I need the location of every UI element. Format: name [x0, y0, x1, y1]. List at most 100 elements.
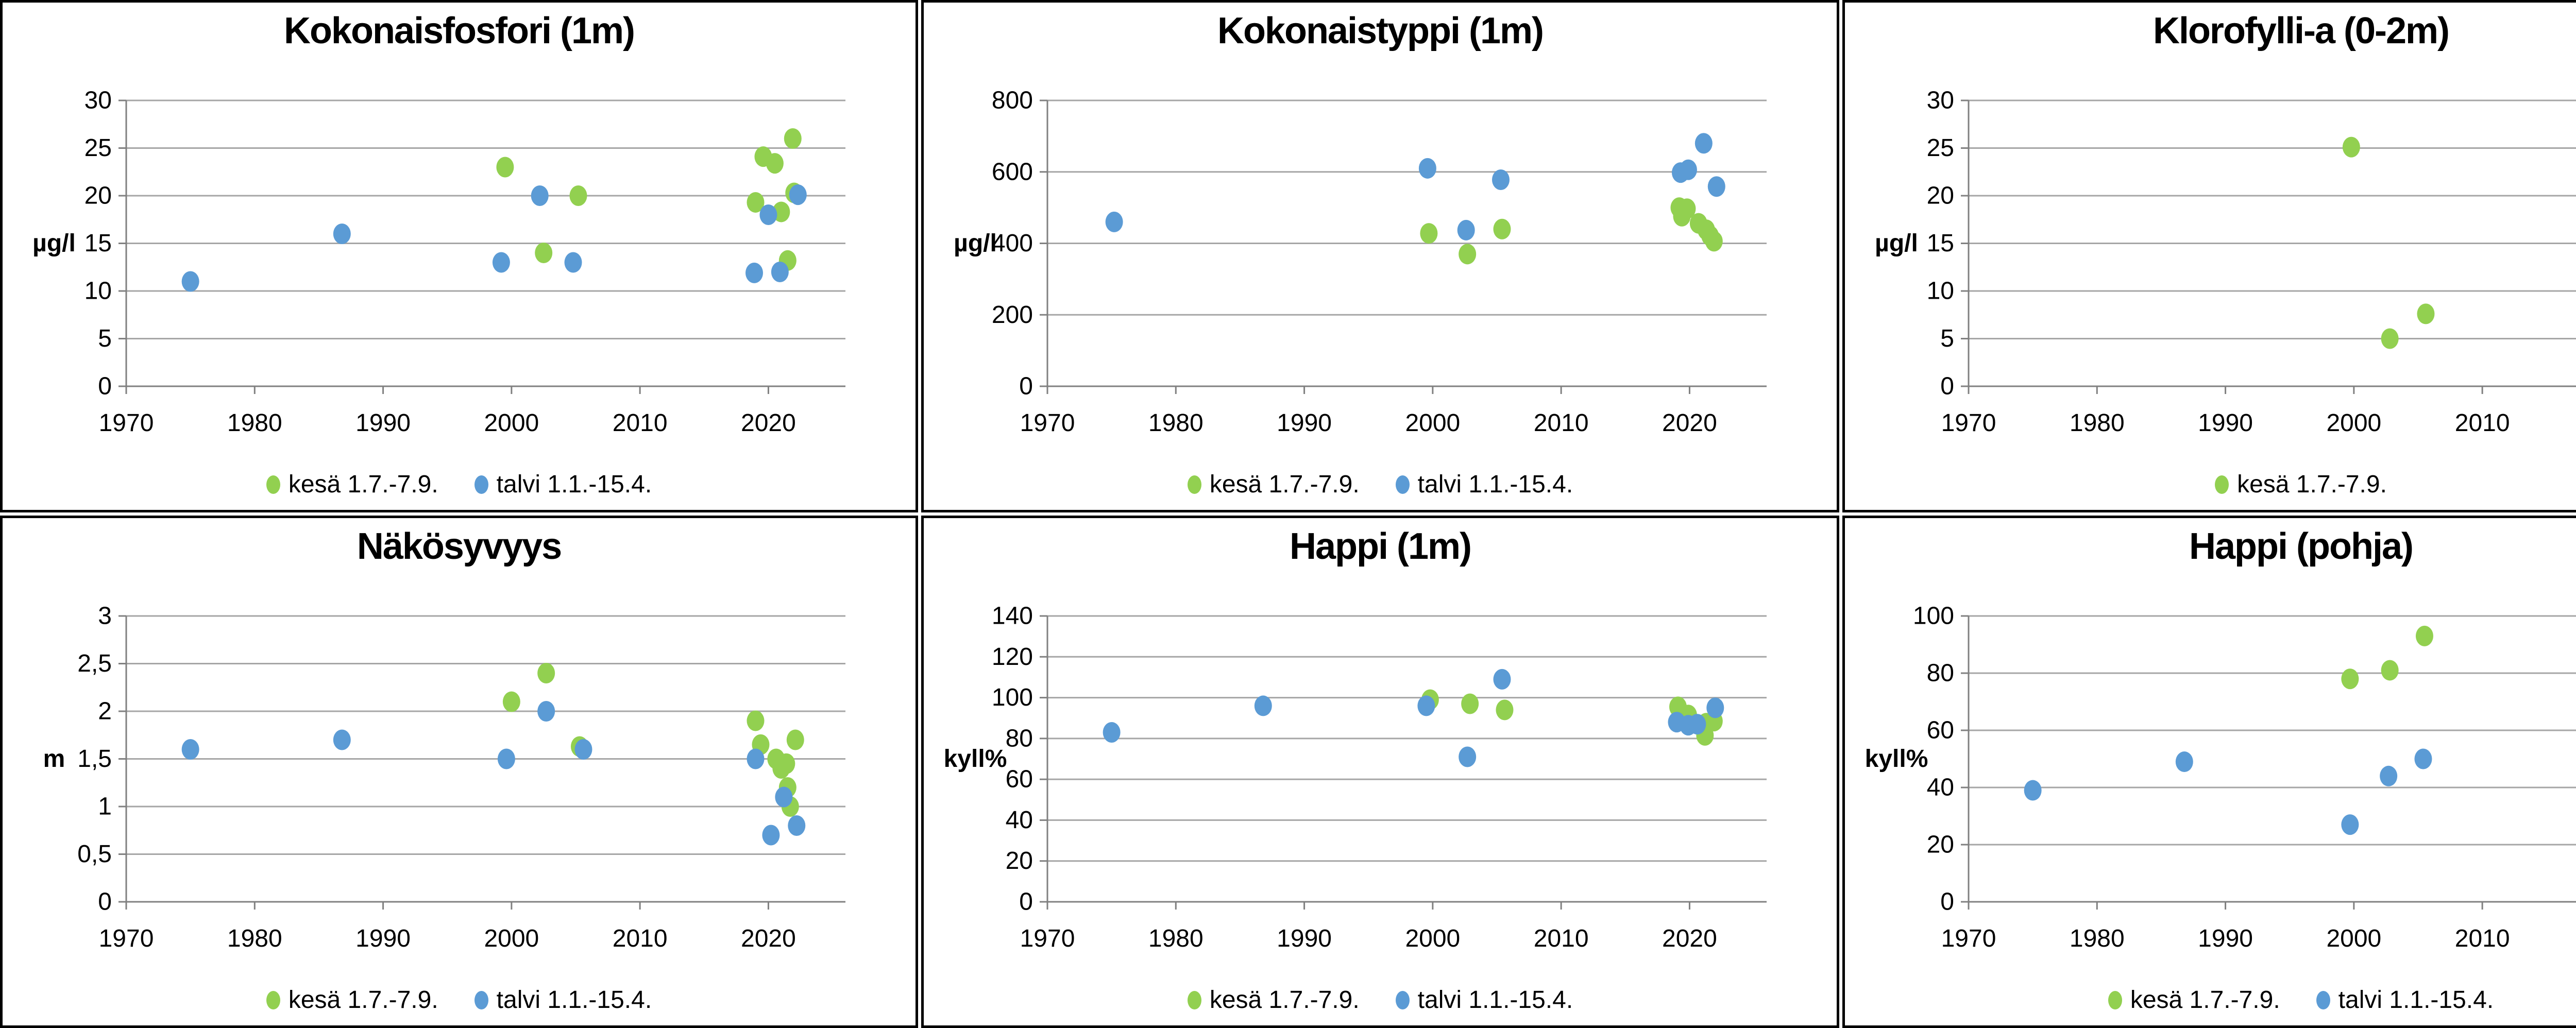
legend-item-talvi: talvi 1.1.-15.4. [1395, 986, 1573, 1014]
y-axis-unit-label: µg/l [32, 230, 76, 257]
data-point-talvi [537, 701, 555, 722]
x-tick-label: 2020 [1662, 409, 1717, 437]
data-point-talvi [1254, 695, 1272, 716]
y-tick-label: 10 [84, 278, 112, 305]
y-tick-label: 20 [84, 182, 112, 210]
y-tick-label: 2,5 [77, 650, 112, 677]
legend-marker-kesa-icon [1187, 990, 1201, 1009]
y-tick-label: 20 [1927, 182, 1954, 210]
legend-item-talvi: talvi 1.1.-15.4. [2316, 986, 2494, 1014]
x-tick-label: 2020 [741, 925, 796, 952]
legend-marker-kesa-icon [266, 475, 280, 494]
legend-marker-talvi-icon [474, 990, 488, 1009]
y-tick-label: 5 [1940, 325, 1954, 352]
data-point-talvi [2024, 780, 2042, 801]
data-point-talvi [1418, 158, 1436, 179]
data-point-kesa [1420, 223, 1438, 244]
data-point-talvi [759, 204, 777, 225]
legend-item-kesa: kesä 1.7.-7.9. [266, 986, 438, 1014]
y-tick-label: 60 [1927, 717, 1954, 744]
data-point-talvi [531, 185, 549, 206]
data-point-talvi [771, 262, 789, 282]
y-tick-label: 140 [992, 603, 1033, 630]
y-tick-label: 0 [1940, 373, 1954, 400]
x-tick-label: 1970 [1020, 925, 1075, 952]
x-tick-label: 2000 [484, 409, 539, 437]
x-tick-label: 1990 [1277, 925, 1332, 952]
chart-plot: 0 200 400 600 800 1970 1980 1990 2000 2010 2020 µg/… [954, 87, 1767, 437]
x-tick-label: 1980 [1148, 925, 1204, 952]
chart-panel-happi-1m: 0 20 40 60 80 100 120 140 1970 1980 1990 2000 2010 20… [921, 516, 1839, 1028]
chart-title: Klorofylli-a (0-2m) [2153, 10, 2450, 52]
legend-marker-talvi-icon [2316, 990, 2330, 1009]
data-point-kesa [786, 729, 804, 750]
data-point-talvi [1417, 695, 1435, 716]
legend-item-kesa: kesä 1.7.-7.9. [1187, 470, 1360, 499]
x-tick-label: 1990 [2198, 925, 2253, 952]
chart-panel-kokonaistyppi: 0 200 400 600 800 1970 1980 1990 2000 2010 2020 µg/… [921, 0, 1839, 512]
x-tick-label: 2020 [1662, 925, 1717, 952]
y-tick-label: 0 [1019, 888, 1033, 916]
x-tick-label: 1980 [2070, 925, 2125, 952]
y-tick-label: 0,5 [77, 841, 112, 868]
data-point-kesa [747, 710, 765, 731]
y-tick-label: 0 [1019, 373, 1033, 400]
y-tick-label: 1,5 [77, 745, 112, 773]
y-tick-label: 0 [1940, 888, 1954, 916]
data-point-talvi [1707, 176, 1725, 197]
data-point-talvi [1459, 746, 1477, 767]
x-tick-label: 2010 [1534, 925, 1589, 952]
x-tick-label: 1990 [355, 409, 411, 437]
chart-legend: kesä 1.7.-7.9. [1845, 470, 2576, 499]
x-tick-label: 2010 [2455, 925, 2510, 952]
chart-legend: kesä 1.7.-7.9. talvi 1.1.-15.4. [3, 470, 916, 499]
x-tick-label: 1990 [355, 925, 411, 952]
legend-label: kesä 1.7.-7.9. [288, 986, 438, 1014]
chart-panel-happi-pohja: 020406080100197019801990200020102020kyll… [1842, 516, 2576, 1028]
legend-label: kesä 1.7.-7.9. [2130, 986, 2280, 1014]
x-tick-label: 1990 [1277, 409, 1332, 437]
legend-label: talvi 1.1.-15.4. [496, 986, 652, 1014]
data-point-talvi [745, 262, 764, 283]
legend-item-kesa: kesä 1.7.-7.9. [266, 470, 438, 499]
data-point-kesa [496, 157, 514, 178]
y-tick-label: 80 [1927, 660, 1954, 687]
data-point-talvi [333, 224, 351, 244]
x-tick-label: 1980 [2070, 409, 2125, 437]
x-tick-label: 2000 [1405, 925, 1460, 952]
y-tick-label: 400 [992, 230, 1033, 257]
legend-label: talvi 1.1.-15.4. [1417, 471, 1573, 498]
legend-marker-talvi-icon [1395, 475, 1410, 494]
y-tick-label: 15 [1927, 230, 1954, 257]
data-point-kesa [2381, 660, 2399, 681]
chart-legend: kesä 1.7.-7.9. talvi 1.1.-15.4. [924, 986, 1837, 1014]
legend-label: talvi 1.1.-15.4. [1417, 986, 1573, 1014]
data-point-kesa [766, 153, 784, 174]
y-tick-label: 80 [1006, 725, 1033, 752]
y-tick-label: 3 [98, 603, 112, 630]
data-point-kesa [784, 128, 802, 149]
data-point-talvi [574, 739, 592, 760]
data-point-kesa [1496, 699, 1514, 721]
data-point-kesa [2381, 328, 2399, 349]
legend-marker-talvi-icon [474, 475, 488, 494]
legend-item-talvi: talvi 1.1.-15.4. [474, 986, 652, 1014]
chart-plot: 0 5 10 15 20 25 30 1970 1980 1990 2000 2010 2020 µg/l [32, 87, 845, 437]
x-tick-label: 2000 [2326, 925, 2381, 952]
y-tick-label: 100 [1913, 603, 1954, 630]
y-tick-label: 25 [1927, 134, 1954, 162]
y-tick-label: 25 [84, 134, 112, 162]
data-point-talvi [2341, 814, 2359, 835]
data-point-talvi [492, 252, 510, 273]
x-tick-label: 1980 [227, 409, 282, 437]
legend-label: talvi 1.1.-15.4. [2338, 986, 2494, 1014]
chart-legend: kesä 1.7.-7.9. talvi 1.1.-15.4. [924, 470, 1837, 499]
legend-item-talvi: talvi 1.1.-15.4. [1395, 470, 1573, 499]
y-tick-label: 20 [1927, 831, 1954, 859]
y-tick-label: 100 [992, 684, 1033, 711]
x-tick-label: 1970 [99, 925, 154, 952]
legend-label: kesä 1.7.-7.9. [2237, 471, 2387, 498]
data-point-talvi [2380, 765, 2398, 786]
